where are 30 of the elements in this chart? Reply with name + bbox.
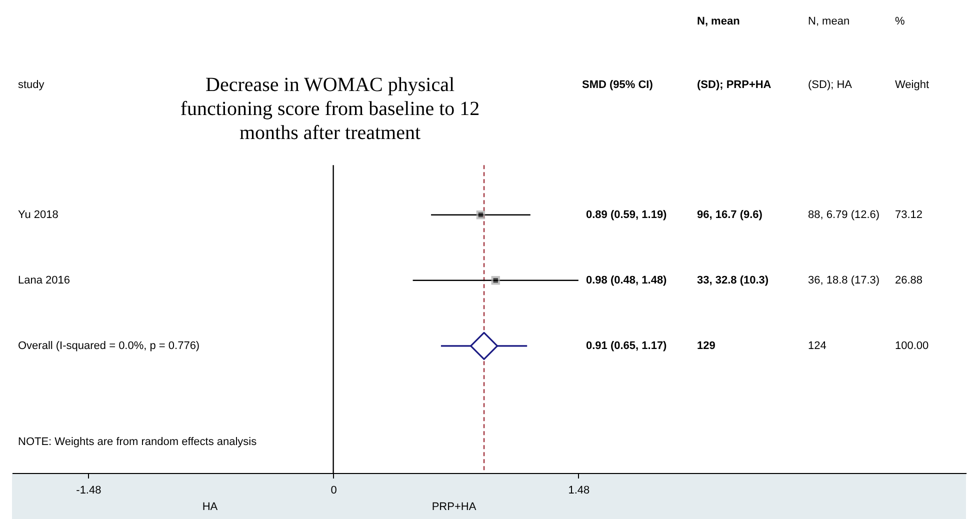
annotation: 26.88 — [895, 274, 923, 286]
text: study — [18, 79, 45, 92]
y-tick-label: Yu 2018 — [18, 208, 58, 221]
annotation: 96, 16.7 (9.6) — [697, 208, 763, 221]
text: PRP+HA — [432, 501, 477, 513]
text: (SD); PRP+HA — [697, 79, 772, 92]
annotation: 88, 6.79 (12.6) — [808, 208, 880, 221]
chart-title: Decrease in WOMAC physical functioning score from baseline to 12 months after treatment — [180, 74, 480, 144]
annotation: 129 — [697, 340, 716, 352]
annotation: 73.12 — [895, 208, 923, 221]
text: Weight — [895, 79, 930, 92]
annotation: 0.98 (0.48, 1.48) — [586, 274, 668, 286]
y-tick-label: Lana 2016 — [18, 274, 70, 286]
y-tick-label: Overall (I-squared = 0.0%, p = 0.776) — [18, 340, 200, 352]
text: (SD); HA — [808, 79, 853, 92]
annotation: 0.91 (0.65, 1.17) — [586, 340, 668, 352]
text: N, mean — [697, 16, 740, 28]
annotation: 124 — [808, 340, 826, 352]
text: % — [895, 16, 905, 28]
annotation: 100.00 — [895, 340, 929, 352]
annotation: 0.89 (0.59, 1.19) — [586, 208, 668, 221]
x-tick-label: 0 — [330, 484, 337, 496]
x-tick-label: -1.48 — [76, 484, 102, 496]
x-tick-label: 1.48 — [568, 484, 590, 496]
text: SMD (95% CI) — [582, 79, 654, 92]
text: HA — [202, 501, 218, 513]
text: NOTE: Weights are from random effects analysis — [18, 436, 258, 448]
text: N, mean — [808, 16, 850, 28]
annotation: 36, 18.8 (17.3) — [808, 274, 880, 286]
annotation: 33, 32.8 (10.3) — [697, 274, 769, 286]
